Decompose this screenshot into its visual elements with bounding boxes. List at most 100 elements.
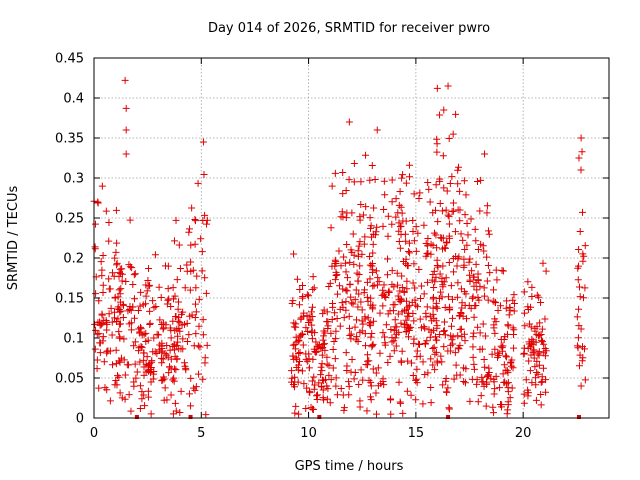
data-point [415,195,423,203]
data-point [335,247,343,255]
data-point [171,399,179,407]
data-point [579,257,587,265]
data-point [433,336,441,344]
data-point [576,228,584,236]
data-point [414,340,422,348]
data-point [448,295,456,303]
data-point [442,206,450,214]
data-point [470,329,478,337]
data-point [447,332,455,340]
data-point [142,337,150,345]
data-point [112,360,120,368]
data-point [442,239,450,247]
data-point [443,187,451,195]
data-point [400,320,408,328]
data-point [455,345,463,353]
y-tick-label: 0.15 [55,292,84,307]
data-point [409,371,417,379]
data-point [147,410,155,418]
data-point [309,406,317,414]
data-point [295,336,303,344]
data-point [99,289,107,297]
data-point [474,294,482,302]
data-point [402,316,410,324]
data-point [380,281,388,289]
data-point [466,397,474,405]
data-point [451,349,459,357]
data-point [145,282,153,290]
data-point [165,369,173,377]
data-point [342,187,350,195]
data-point [504,398,512,406]
data-point [423,303,431,311]
data-point [396,244,404,252]
data-point [183,337,191,345]
data-point [324,385,332,393]
data-point [372,369,380,377]
data-point [305,364,313,372]
data-point [499,370,507,378]
data-point [483,277,491,285]
data-point [574,344,582,352]
data-point [345,378,353,386]
data-point [339,168,347,176]
data-point [414,303,422,311]
data-point [381,191,389,199]
data-point [196,343,204,351]
data-point [413,379,421,387]
data-point [420,290,428,298]
data-point [369,266,377,274]
data-point [388,220,396,228]
y-tick-label: 0.05 [55,372,84,387]
data-point [438,207,446,215]
data-point [353,269,361,277]
data-point [365,320,373,328]
data-point [416,315,424,323]
data-point [575,322,583,330]
data-point [528,293,536,301]
data-point [456,311,464,319]
data-point [288,374,296,382]
data-point [537,401,545,409]
data-point [105,237,113,245]
data-point [105,310,113,318]
data-point [396,188,404,196]
data-point [436,200,444,208]
data-point [579,208,587,216]
data-point [105,219,113,227]
data-point [411,284,419,292]
data-point [105,275,113,283]
data-point [430,326,438,334]
data-point [161,262,169,270]
data-point [392,342,400,350]
data-point [98,272,106,280]
data-point [163,396,171,404]
data-point [172,366,180,374]
data-point [535,293,543,301]
data-point [409,227,417,235]
data-point [106,397,114,405]
data-point [446,179,454,187]
data-point [313,392,321,400]
data-point [111,294,119,302]
data-point [321,346,329,354]
data-point [137,288,145,296]
data-point [485,368,493,376]
data-point [161,384,169,392]
data-point [491,329,499,337]
data-point [164,285,172,293]
data-point [376,309,384,317]
data-point [423,337,431,345]
data-point [404,262,412,270]
data-point [155,283,163,291]
data-point [96,339,104,347]
data-point [335,282,343,290]
data-point [127,306,135,314]
data-point [468,294,476,302]
data-point [179,308,187,316]
data-point [369,249,377,257]
data-point [332,382,340,390]
data-point [502,366,510,374]
data-point [320,396,328,404]
data-point [531,363,539,371]
